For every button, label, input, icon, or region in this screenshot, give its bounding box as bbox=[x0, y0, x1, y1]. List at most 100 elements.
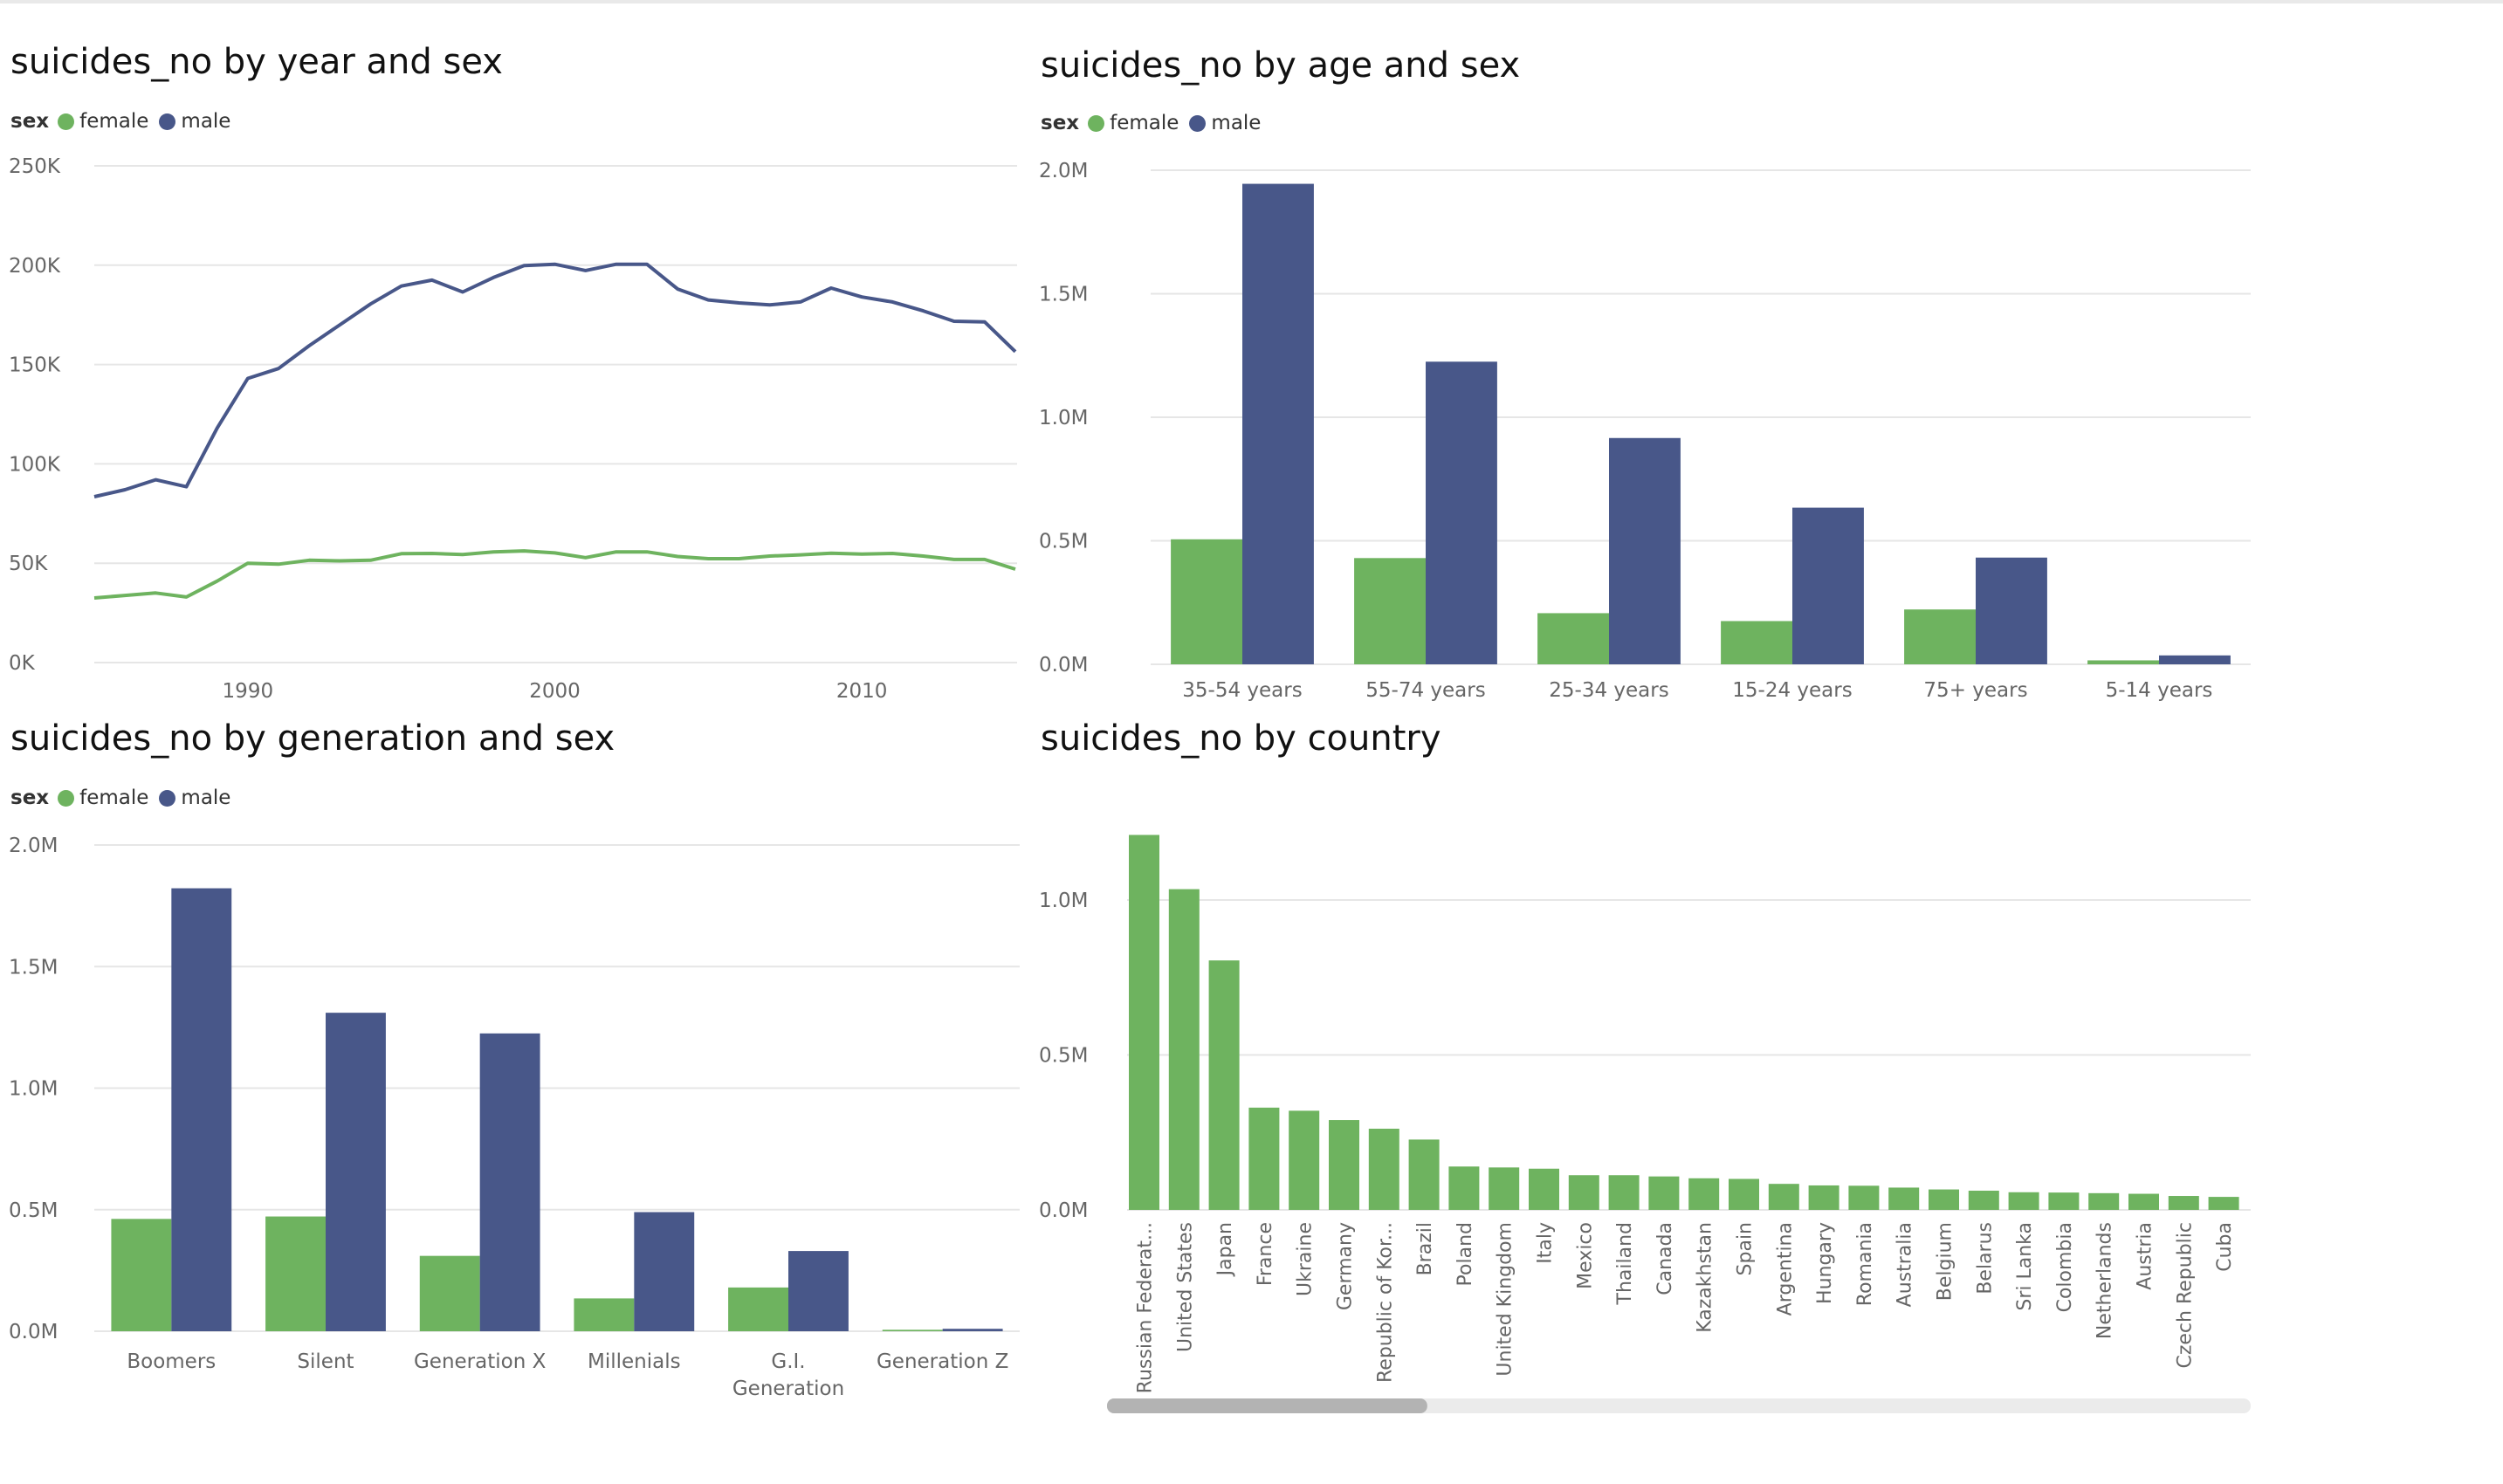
x-tick-label: France bbox=[1255, 1222, 1276, 1286]
legend-label: female bbox=[1110, 112, 1179, 134]
bar-female bbox=[574, 1298, 635, 1331]
bar-country bbox=[1888, 1187, 1920, 1210]
legend-item-female[interactable]: female bbox=[58, 110, 148, 133]
x-tick-label: Republic of Kor... bbox=[1374, 1222, 1396, 1383]
x-tick-label: Italy bbox=[1535, 1222, 1557, 1264]
x-tick-label: 2000 bbox=[529, 680, 581, 703]
bar-country bbox=[1368, 1128, 1399, 1210]
bar-chart-by-country[interactable]: 0.0M 0.5M 1.0M Russian Federat... United Sta… bbox=[1030, 711, 2287, 1436]
x-tick-label: Australia bbox=[1894, 1222, 1916, 1307]
bar-country bbox=[1648, 1176, 1680, 1210]
bar-country bbox=[1168, 889, 1200, 1210]
y-tick-label: 1.0M bbox=[9, 1078, 58, 1101]
female-dot-icon bbox=[1088, 114, 1105, 132]
x-tick-label: Millenials bbox=[588, 1350, 681, 1373]
line-chart-by-year[interactable]: 0K 50K 100K 150K 200K 250K 1990 2000 2010 bbox=[0, 35, 1030, 703]
x-tick-label: Japan bbox=[1214, 1222, 1236, 1277]
bar-country bbox=[1129, 835, 1159, 1210]
x-tick-label: Silent bbox=[297, 1350, 354, 1373]
bar-country bbox=[1448, 1166, 1480, 1210]
bar-male bbox=[1426, 361, 1497, 664]
x-tick-label: Austria bbox=[2135, 1222, 2156, 1290]
x-tick-label: 2010 bbox=[836, 680, 888, 703]
bar-male bbox=[1976, 557, 2047, 664]
bar-male bbox=[634, 1212, 695, 1331]
bar-country bbox=[2008, 1192, 2039, 1210]
y-tick-label: 0.0M bbox=[1039, 654, 1088, 677]
x-tick-label: Colombia bbox=[2054, 1222, 2076, 1312]
y-tick-label: 0.0M bbox=[1039, 1199, 1088, 1222]
y-tick-label: 50K bbox=[9, 553, 48, 575]
bar-male bbox=[1792, 507, 1864, 664]
x-tick-label: G.I. bbox=[771, 1350, 805, 1373]
legend-title: sex bbox=[10, 787, 50, 809]
bar-female bbox=[2087, 660, 2159, 664]
bar-chart-by-age[interactable]: 0.0M 0.5M 1.0M 1.5M 2.0M 35-54 years 55-74 yea… bbox=[1030, 35, 2287, 702]
x-tick-label: Generation X bbox=[414, 1350, 547, 1373]
bar-male bbox=[326, 1013, 386, 1331]
x-tick-label: Canada bbox=[1654, 1222, 1676, 1295]
y-tick-label: 1.0M bbox=[1039, 407, 1088, 429]
chart-title: suicides_no by age and sex bbox=[1041, 45, 1521, 86]
x-tick-label: Hungary bbox=[1814, 1222, 1836, 1304]
bar-male bbox=[788, 1251, 849, 1331]
x-tick-label: Generation Z bbox=[877, 1350, 1008, 1373]
bar-country bbox=[1329, 1120, 1359, 1210]
bar-country bbox=[1208, 960, 1240, 1210]
legend-item-female[interactable]: female bbox=[58, 787, 148, 809]
bar-male bbox=[171, 888, 232, 1331]
legend: sex female male bbox=[10, 110, 241, 133]
bar-country bbox=[2168, 1196, 2199, 1210]
legend-label: male bbox=[181, 787, 231, 809]
legend-item-male[interactable]: male bbox=[159, 787, 230, 809]
y-tick-label: 0.5M bbox=[9, 1199, 58, 1222]
bar-country bbox=[2048, 1192, 2080, 1210]
bar-female bbox=[1171, 539, 1242, 664]
bar-country bbox=[1929, 1189, 1959, 1210]
x-tick-label: Kazakhstan bbox=[1695, 1222, 1716, 1333]
scrollbar-thumb[interactable] bbox=[1107, 1398, 1427, 1413]
y-tick-label: 1.5M bbox=[1039, 284, 1088, 306]
bar-female bbox=[1904, 609, 1976, 664]
bar-female bbox=[1354, 558, 1426, 664]
chart-by-generation-panel[interactable]: suicides_no by generation and sex sex fe… bbox=[0, 711, 1030, 1436]
x-tick-label: Romania bbox=[1854, 1222, 1876, 1306]
bar-country bbox=[2208, 1197, 2239, 1210]
bar-country bbox=[1729, 1178, 1759, 1210]
chart-by-year-panel[interactable]: suicides_no by year and sex sex female m… bbox=[0, 35, 1030, 703]
bar-female bbox=[882, 1329, 943, 1331]
chart-by-country-panel[interactable]: suicides_no by country 0.0M 0.5M 1.0M Russi… bbox=[1030, 711, 2287, 1436]
y-tick-label: 2.0M bbox=[9, 835, 58, 857]
x-tick-label: Czech Republic bbox=[2174, 1222, 2196, 1369]
legend-item-male[interactable]: male bbox=[159, 110, 230, 133]
bar-female bbox=[419, 1255, 480, 1331]
bar-country bbox=[1808, 1185, 1839, 1210]
legend-item-female[interactable]: female bbox=[1088, 112, 1179, 134]
legend: sex female male bbox=[10, 787, 241, 809]
y-tick-label: 2.0M bbox=[1039, 160, 1088, 182]
y-tick-label: 1.0M bbox=[1039, 890, 1088, 912]
male-dot-icon bbox=[159, 789, 176, 807]
legend-item-male[interactable]: male bbox=[1189, 112, 1261, 134]
female-dot-icon bbox=[58, 113, 75, 130]
x-tick-label: Belarus bbox=[1974, 1222, 1996, 1295]
x-tick-label: United Kingdom bbox=[1495, 1222, 1516, 1377]
legend-title: sex bbox=[10, 110, 50, 133]
bar-female bbox=[728, 1287, 788, 1331]
bar-chart-by-generation[interactable]: 0.0M 0.5M 1.0M 1.5M 2.0M Boomers Silent Generat… bbox=[0, 711, 1030, 1436]
chart-by-age-panel[interactable]: suicides_no by age and sex sex female ma… bbox=[1030, 35, 2287, 702]
legend: sex female male bbox=[1041, 112, 1271, 134]
bar-male bbox=[479, 1033, 540, 1331]
series-line-female bbox=[93, 549, 1016, 600]
x-tick-label: 5-14 years bbox=[2106, 679, 2213, 702]
bar-female bbox=[1721, 621, 1792, 664]
y-tick-label: 0.0M bbox=[9, 1321, 58, 1343]
bar-country bbox=[2088, 1192, 2120, 1210]
bar-country bbox=[1248, 1107, 1280, 1210]
y-tick-label: 200K bbox=[9, 255, 61, 278]
y-tick-label: 250K bbox=[9, 155, 61, 178]
bar-male bbox=[1242, 183, 1314, 664]
bar-country bbox=[1489, 1167, 1520, 1210]
x-tick-label: 1990 bbox=[223, 680, 274, 703]
bar-country bbox=[1688, 1178, 1720, 1210]
